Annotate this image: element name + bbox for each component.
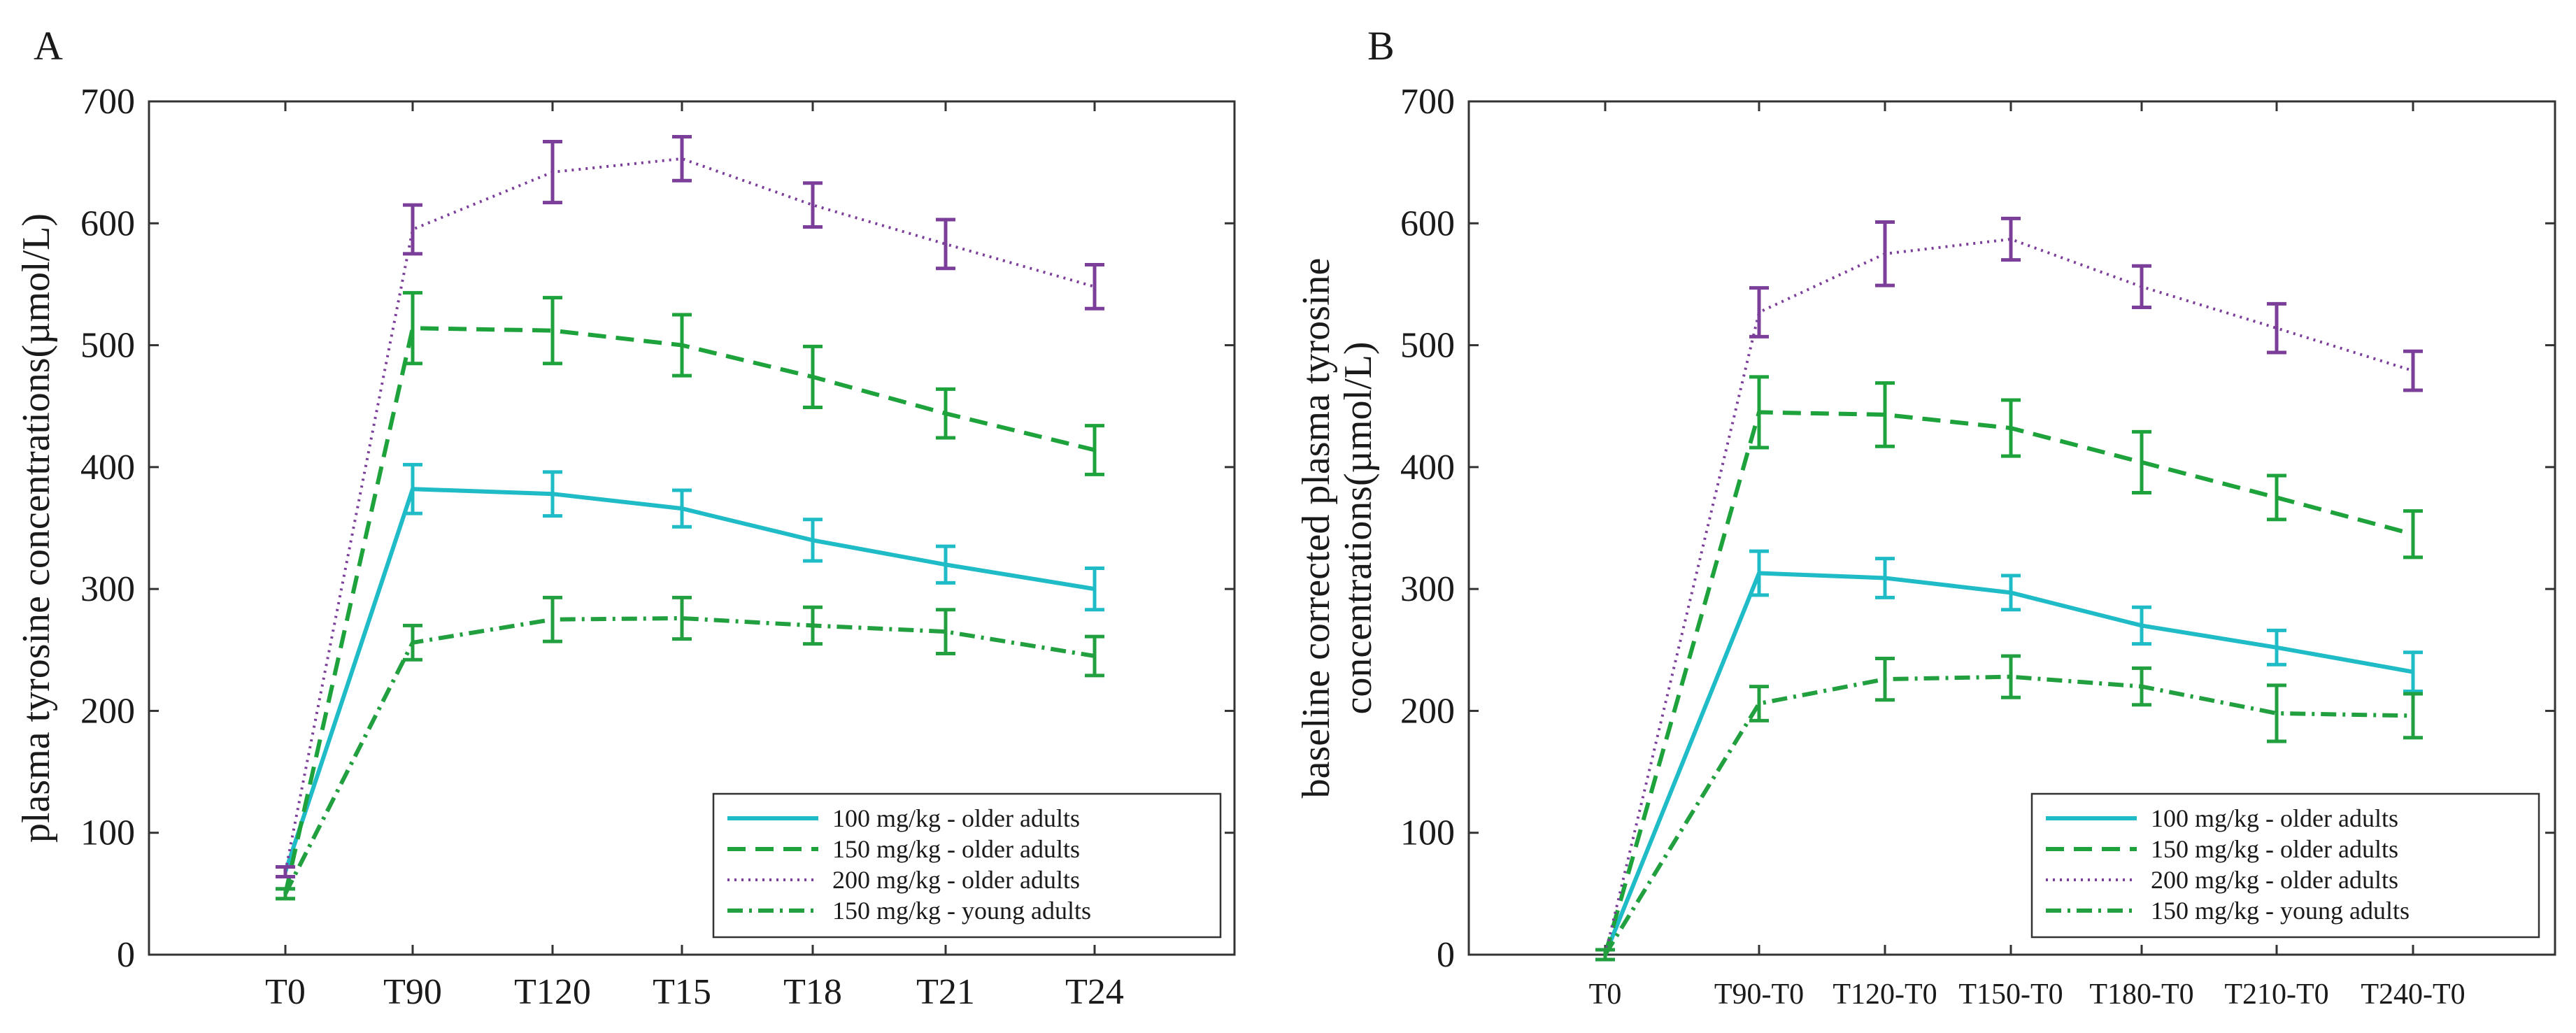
x-tick-label: T180-T0 <box>2089 978 2193 1011</box>
y-tick-label: 100 <box>80 813 135 853</box>
y-tick-label: 200 <box>1400 691 1455 731</box>
x-tick-label: T18 <box>783 972 842 1012</box>
series-0 <box>1595 549 2423 962</box>
legend: 100 mg/kg - older adults 150 mg/kg - olde… <box>712 792 1222 939</box>
series-0 <box>276 462 1104 878</box>
y-tick-label: 200 <box>80 691 135 731</box>
y-axis-title-line: baseline corrected plasma tyrosine <box>1295 258 1338 799</box>
series-2 <box>276 135 1104 878</box>
legend-label: 200 mg/kg - older adults <box>2151 866 2398 894</box>
y-tick-label: 100 <box>1400 813 1455 853</box>
y-tick-label: 700 <box>80 82 135 122</box>
legend-label: 150 mg/kg - older adults <box>2151 835 2398 863</box>
x-tick-label: T24 <box>1065 972 1124 1012</box>
y-tick-label: 600 <box>80 204 135 243</box>
y-tick-label: 400 <box>80 448 135 487</box>
panel-a: A 0 100 200 300 400 500 600 700 T0 T90 T120 T15 T18 T2… <box>15 23 1236 1012</box>
x-tick-label: T240-T0 <box>2361 978 2465 1011</box>
x-tick-label: T120 <box>514 972 591 1012</box>
legend: 100 mg/kg - older adults 150 mg/kg - olde… <box>2030 792 2540 939</box>
series-line <box>284 157 1095 872</box>
legend-label: 150 mg/kg - young adults <box>832 897 1091 925</box>
y-axis-title-line: concentrations(µmol/L) <box>1337 342 1380 715</box>
legend-label: 200 mg/kg - older adults <box>832 866 1080 894</box>
y-tick-label: 500 <box>1400 326 1455 366</box>
series-3 <box>1595 654 2423 962</box>
x-tick-label: T15 <box>653 972 711 1012</box>
y-tick-label: 500 <box>80 326 135 366</box>
x-tick-label: T0 <box>265 972 306 1012</box>
x-tick-label: T21 <box>916 972 975 1012</box>
y-tick-label: 400 <box>1400 448 1455 487</box>
y-tick-label: 700 <box>1400 82 1455 122</box>
series-3 <box>276 595 1104 901</box>
y-tick-label: 600 <box>1400 204 1455 243</box>
series-1 <box>1595 375 2423 962</box>
panel-b: B 0 100 200 300 400 500 600 700 T0 T90-T0 T120-T0 T1… <box>1295 23 2556 1011</box>
x-tick-label: T0 <box>1589 978 1622 1011</box>
legend-label: 100 mg/kg - older adults <box>832 804 1080 832</box>
x-tick-label: T90 <box>383 972 442 1012</box>
x-tick-label: T120-T0 <box>1833 978 1937 1011</box>
y-tick-label: 0 <box>1437 935 1455 975</box>
y-tick-label: 300 <box>80 569 135 609</box>
x-tick-label: T150-T0 <box>1958 978 2063 1011</box>
panel-label: A <box>34 23 63 69</box>
legend-label: 100 mg/kg - older adults <box>2151 804 2398 832</box>
x-tick-label: T210-T0 <box>2224 978 2328 1011</box>
panel-label: B <box>1367 23 1395 69</box>
legend-label: 150 mg/kg - older adults <box>832 835 1080 863</box>
legend-label: 150 mg/kg - young adults <box>2151 897 2410 925</box>
y-tick-label: 300 <box>1400 569 1455 609</box>
y-axis-title: plasma tyrosine concentrations(µmol/L) <box>15 213 58 843</box>
y-tick-label: 0 <box>117 935 135 975</box>
x-tick-label: T90-T0 <box>1714 978 1804 1011</box>
plot-frame <box>148 100 1236 956</box>
